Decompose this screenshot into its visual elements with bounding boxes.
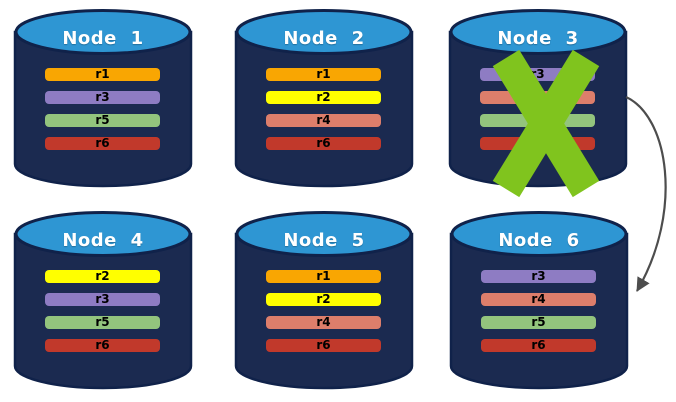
replica-bar: r6 (45, 339, 160, 352)
cylinder-top (14, 211, 192, 257)
replica-bar: r2 (45, 270, 160, 283)
replica-bar: r1 (266, 68, 381, 81)
node-title: Node 2 (283, 28, 365, 49)
replica-bar: r4 (266, 316, 381, 329)
cylinder-top (449, 9, 627, 55)
arrow-curve (625, 95, 667, 292)
node-1: Node 1 r1 r3 r5 r6 (13, 9, 193, 189)
replica-bar: r1 (45, 68, 160, 81)
replica-bar: r5 (45, 316, 160, 329)
replica-bar: r1 (266, 270, 381, 283)
replica-list: r3 r4 r5 r6 (481, 270, 596, 362)
replica-list: r1 r2 r4 r6 (266, 68, 381, 160)
cylinder-top (235, 9, 413, 55)
replica-bar: r2 (266, 293, 381, 306)
replica-bar: r5 (481, 316, 596, 329)
node-title: Node 5 (283, 230, 365, 251)
replica-bar: r6 (266, 339, 381, 352)
replica-bar: r5 (45, 114, 160, 127)
replica-bar: r2 (266, 91, 381, 104)
node-6: Node 6 r3 r4 r5 r6 (449, 211, 629, 391)
node-5: Node 5 r1 r2 r4 r6 (234, 211, 414, 391)
replica-bar: r3 (45, 293, 160, 306)
node-title: Node 6 (498, 230, 580, 251)
replica-bar: r6 (45, 137, 160, 150)
replica-list: r1 r2 r4 r6 (266, 270, 381, 362)
node-title: Node 3 (497, 28, 579, 49)
replica-bar: r4 (266, 114, 381, 127)
replica-list: r1 r3 r5 r6 (45, 68, 160, 160)
node-title: Node 1 (62, 28, 144, 49)
node-title: Node 4 (62, 230, 144, 251)
x-stroke (492, 49, 600, 198)
node-2: Node 2 r1 r2 r4 r6 (234, 9, 414, 189)
replica-bar: r6 (266, 137, 381, 150)
cylinder-top (14, 9, 192, 55)
replica-list: r2 r3 r5 r6 (45, 270, 160, 362)
failure-x-icon (492, 49, 600, 198)
replica-bar: r3 (481, 270, 596, 283)
cylinder-top (235, 211, 413, 257)
replica-bar: r4 (481, 293, 596, 306)
node-4: Node 4 r2 r3 r5 r6 (13, 211, 193, 391)
node-3: Node 3 r3 (448, 9, 628, 198)
replica-bar: r6 (481, 339, 596, 352)
replica-bar: r3 (45, 91, 160, 104)
